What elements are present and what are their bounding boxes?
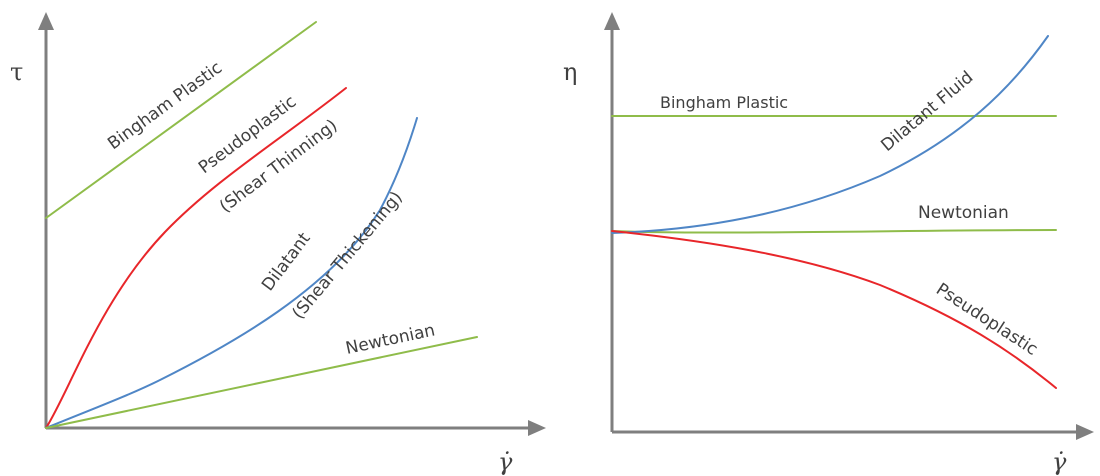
right-newtonian-curve — [611, 229, 1057, 234]
left-x-axis-arrow — [528, 420, 546, 436]
left-dilatant-curve — [45, 117, 418, 429]
right-y-axis-arrow — [604, 12, 620, 30]
right-x-axis-symbol: γ̇ — [1052, 448, 1067, 476]
left-pseudoplastic-curve — [45, 87, 347, 429]
left-shear-thickening-label: (Shear Thickening) — [289, 188, 407, 323]
right-pseudoplastic-curve — [611, 230, 1057, 389]
left-panel: τ γ̇ Bingham Plastic Pseudoplastic (Shea… — [10, 12, 546, 476]
left-x-axis-symbol: γ̇ — [498, 448, 513, 476]
right-y-axis-symbol: η — [563, 58, 577, 86]
left-bingham-plastic-curve — [45, 21, 317, 219]
left-newtonian-curve — [45, 336, 478, 429]
right-dilatant-fluid-curve — [611, 35, 1049, 234]
right-bingham-plastic-label: Bingham Plastic — [660, 93, 788, 112]
right-dilatant-fluid-label: Dilatant Fluid — [877, 67, 977, 155]
left-y-axis-symbol: τ — [10, 58, 23, 86]
right-pseudoplastic-label: Pseudoplastic — [932, 279, 1041, 359]
right-x-axis-arrow — [1076, 424, 1094, 440]
left-dilatant-label: Dilatant — [258, 229, 315, 295]
right-panel: η γ̇ Bingham Plastic Dilatant Fluid Newt… — [563, 12, 1094, 476]
right-newtonian-label: Newtonian — [918, 203, 1009, 223]
left-bingham-plastic-label: Bingham Plastic — [104, 58, 226, 154]
left-y-axis-arrow — [38, 12, 54, 30]
left-newtonian-label: Newtonian — [344, 320, 437, 358]
